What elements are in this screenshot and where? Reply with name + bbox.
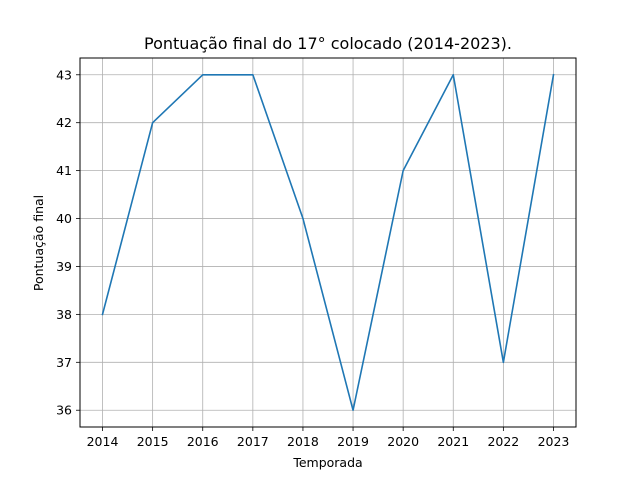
y-tick-label: 41 <box>56 163 72 178</box>
series-layer <box>101 73 555 412</box>
y-tick-label: 36 <box>56 403 72 418</box>
tick-layer: 2014 2015 2016 2017 2018 2019 2020 2021 2022 2023… <box>56 67 569 449</box>
x-tick-label: 2017 <box>237 434 269 449</box>
plot-frame <box>79 57 577 428</box>
x-axis-label: Temporada <box>292 455 362 470</box>
chart-title: Pontuação final do 17° colocado (2014-20… <box>144 34 512 53</box>
x-tick-label: 2021 <box>437 434 469 449</box>
y-axis-label: Pontuação final <box>31 195 46 291</box>
x-tick-label: 2023 <box>538 434 570 449</box>
x-tick-label: 2016 <box>187 434 219 449</box>
y-tick-label: 39 <box>56 259 72 274</box>
x-tick-label: 2020 <box>387 434 419 449</box>
x-tick-label: 2018 <box>287 434 319 449</box>
y-tick-label: 43 <box>56 67 72 82</box>
x-tick-label: 2014 <box>87 434 119 449</box>
x-tick-label: 2015 <box>137 434 169 449</box>
x-tick-label: 2022 <box>487 434 519 449</box>
series-line <box>101 73 555 412</box>
x-tick-label: 2019 <box>337 434 369 449</box>
y-tick-label: 37 <box>56 355 72 370</box>
y-tick-label: 42 <box>56 115 72 130</box>
y-tick-label: 40 <box>56 211 72 226</box>
y-tick-label: 38 <box>56 307 72 322</box>
